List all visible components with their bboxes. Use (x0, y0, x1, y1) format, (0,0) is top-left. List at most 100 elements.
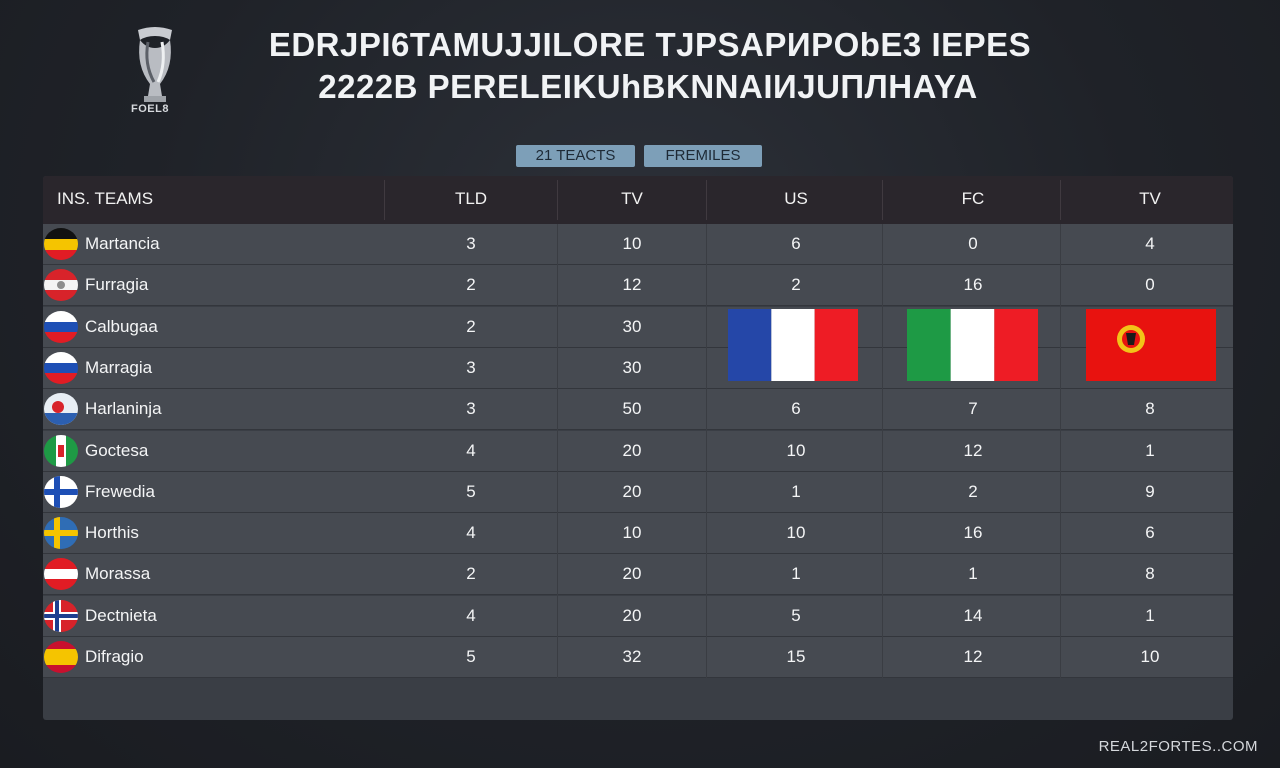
header-divider (706, 180, 707, 220)
table-row[interactable]: Dectnieta 4 20 5 14 1 (43, 595, 1233, 637)
table-row[interactable]: Horthis 4 10 10 16 6 (43, 513, 1233, 555)
cell-tld: 2 (466, 275, 476, 295)
team-name: Goctesa (85, 440, 149, 460)
cell-us: 15 (786, 647, 806, 666)
white-blue-cross-flag-icon (44, 475, 78, 508)
team-name: Furragia (85, 275, 149, 295)
table-row[interactable]: Goctesa 4 20 10 12 1 (43, 430, 1233, 472)
header-divider (1060, 180, 1061, 220)
column-divider (706, 224, 707, 678)
page-subtitle: 2222B PERELEIKUhBKNNAIИJUПЛHAYA (318, 68, 978, 105)
header-tv-2[interactable]: TV (1139, 189, 1161, 208)
cell-fc: 0 (968, 234, 978, 253)
team-name: Marragia (85, 357, 153, 377)
cell-fc: 12 (963, 440, 983, 460)
red-white-crest-flag-icon (44, 269, 78, 302)
table-row[interactable]: Marragia 3 30 (43, 347, 1233, 389)
white-blue-red-flag-icon (44, 351, 78, 384)
team-name: Frewedia (85, 481, 155, 501)
team-name: Horthis (85, 523, 139, 543)
cell-fc: 7 (968, 399, 978, 419)
header-teams[interactable]: INS. TEAMS (57, 189, 154, 208)
cell-tld: 2 (466, 564, 476, 584)
cell-tld: 2 (466, 316, 476, 336)
cell-tv: 20 (622, 440, 642, 460)
table-row[interactable]: Calbugaa 2 30 (43, 306, 1233, 348)
header-divider (557, 180, 558, 220)
table-row[interactable]: Difragio 5 32 15 12 10 (43, 637, 1233, 678)
cell-tv-2: 10 (1140, 647, 1160, 666)
trophy-logo-icon (128, 26, 182, 122)
italian-flag-icon (907, 309, 1038, 381)
table-row[interactable]: Harlaninja 3 50 6 7 8 (43, 389, 1233, 431)
cell-us: 2 (791, 275, 801, 295)
logo-text: FOEL8 (131, 103, 169, 115)
cell-us: 6 (791, 399, 801, 419)
blue-yellow-cross-flag-icon (44, 517, 78, 550)
header-fc[interactable]: FC (961, 189, 985, 208)
black-yellow-red-flag-icon (44, 228, 78, 260)
table-row[interactable]: Martancia 3 10 6 0 4 (43, 224, 1233, 265)
cell-fc: 1 (968, 564, 978, 584)
column-divider (1060, 224, 1061, 678)
cell-tld: 4 (466, 523, 476, 543)
column-divider (557, 224, 558, 678)
cell-fc: 2 (968, 481, 978, 501)
cell-tv-2: 6 (1145, 523, 1155, 543)
cell-tv: 30 (622, 316, 642, 336)
cell-tv-2: 1 (1145, 440, 1155, 460)
table-row[interactable]: Frewedia 5 20 1 2 9 (43, 471, 1233, 513)
table-row[interactable]: Morassa 2 20 1 1 8 (43, 554, 1233, 596)
cell-tv: 50 (622, 399, 642, 419)
cell-tv: 12 (622, 275, 642, 295)
team-name: Dectnieta (85, 605, 157, 625)
cell-us: 1 (791, 564, 801, 584)
crest-flag-icon (44, 393, 78, 426)
tab-fremiles[interactable]: FREMILES (644, 145, 762, 167)
header-divider (882, 180, 883, 220)
cell-us: 5 (791, 605, 801, 625)
cell-us: 10 (786, 523, 806, 543)
cell-fc: 14 (963, 605, 983, 625)
cell-tv-2: 4 (1145, 234, 1155, 253)
cell-tv-2: 8 (1145, 399, 1155, 419)
cell-tv: 32 (622, 647, 642, 666)
cell-fc: 16 (963, 523, 983, 543)
table-header: INS. TEAMS TLD TV US FC TV (43, 176, 1233, 224)
french-flag-icon (728, 309, 858, 381)
red-blue-cross-flag-icon (44, 599, 78, 632)
header-tld[interactable]: TLD (454, 189, 488, 208)
white-blue-red-flag-icon (44, 310, 78, 343)
cell-tld: 3 (466, 357, 476, 377)
red-yellow-red-flag-icon (44, 641, 78, 673)
cell-tld: 3 (466, 399, 476, 419)
column-divider (882, 224, 883, 678)
cell-tld: 4 (466, 605, 476, 625)
header-us[interactable]: US (784, 189, 808, 208)
cell-tv: 20 (622, 564, 642, 584)
red-white-red-flag-icon (44, 558, 78, 591)
cell-fc: 12 (963, 647, 983, 666)
cell-tv: 10 (622, 523, 642, 543)
cell-tv: 20 (622, 481, 642, 501)
cell-tv-2: 9 (1145, 481, 1155, 501)
cell-fc: 16 (963, 275, 983, 295)
team-name: Calbugaa (85, 316, 158, 336)
cell-tv: 20 (622, 605, 642, 625)
team-name: Difragio (85, 647, 144, 666)
cell-tv: 10 (622, 234, 642, 253)
page-title: EDRJPI6TAMUJJILORE TJPSAPИPObE3 IEPES (268, 26, 1032, 63)
cell-tld: 3 (466, 234, 476, 253)
footer-site-text: REAL2FORTES..COM (1098, 738, 1258, 755)
header-tv[interactable]: TV (621, 189, 643, 208)
cell-us: 10 (786, 440, 806, 460)
team-name: Martancia (85, 234, 160, 253)
cell-tld: 4 (466, 440, 476, 460)
table-row[interactable]: Furragia 2 12 2 16 0 (43, 265, 1233, 307)
header-divider (384, 180, 385, 220)
cell-tv: 30 (622, 357, 642, 377)
standings-table: INS. TEAMS TLD TV US FC TV Martancia 3 10 6… (43, 176, 1233, 720)
cell-us: 6 (791, 234, 801, 253)
tab-teams[interactable]: 21 TEACTS (516, 145, 635, 167)
team-name: Harlaninja (85, 399, 162, 419)
